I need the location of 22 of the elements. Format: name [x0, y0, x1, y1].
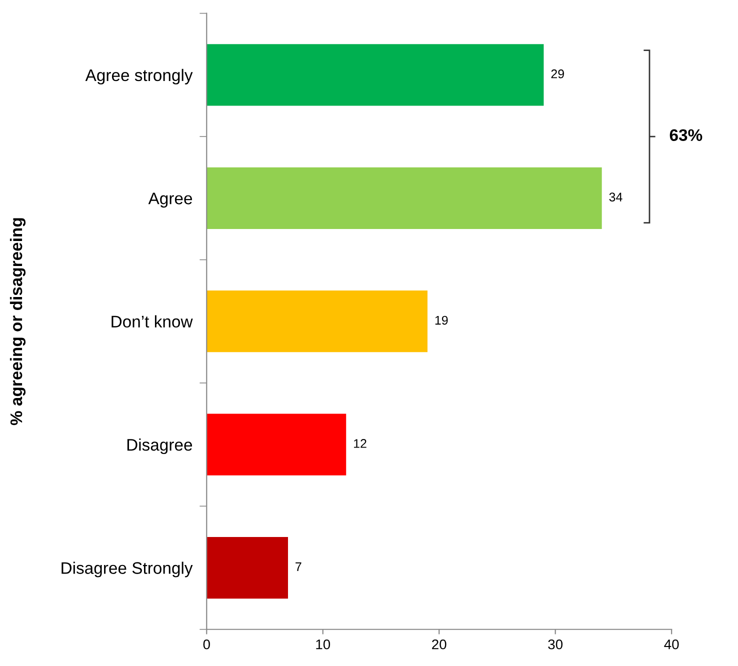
bar: [206, 167, 602, 229]
data-label: 7: [296, 562, 302, 571]
bar: [206, 290, 428, 352]
annotation: 63%: [670, 129, 702, 142]
y-tick-label: Disagree Strongly: [62, 562, 193, 578]
data-label: 12: [354, 439, 366, 448]
data-label: 29: [551, 69, 564, 78]
y-tick-label: Disagree: [127, 438, 192, 454]
data-label: 34: [609, 192, 622, 202]
x-tick-label: 0: [203, 639, 210, 650]
x-tick-label: 20: [432, 639, 446, 650]
y-axis-title: % agreeing or disagreeing: [10, 218, 26, 426]
x-tick-label: 40: [664, 639, 679, 650]
y-tick-label: Agree strongly: [85, 68, 193, 84]
y-tick-label: Agree: [148, 192, 192, 208]
x-tick-label: 10: [316, 639, 330, 650]
x-tick-label: 30: [548, 639, 563, 650]
bar: [206, 536, 288, 599]
bar: [206, 414, 346, 476]
data-label: 19: [435, 316, 448, 325]
y-tick-label: Don’t know: [112, 315, 193, 328]
bar: [206, 44, 544, 106]
